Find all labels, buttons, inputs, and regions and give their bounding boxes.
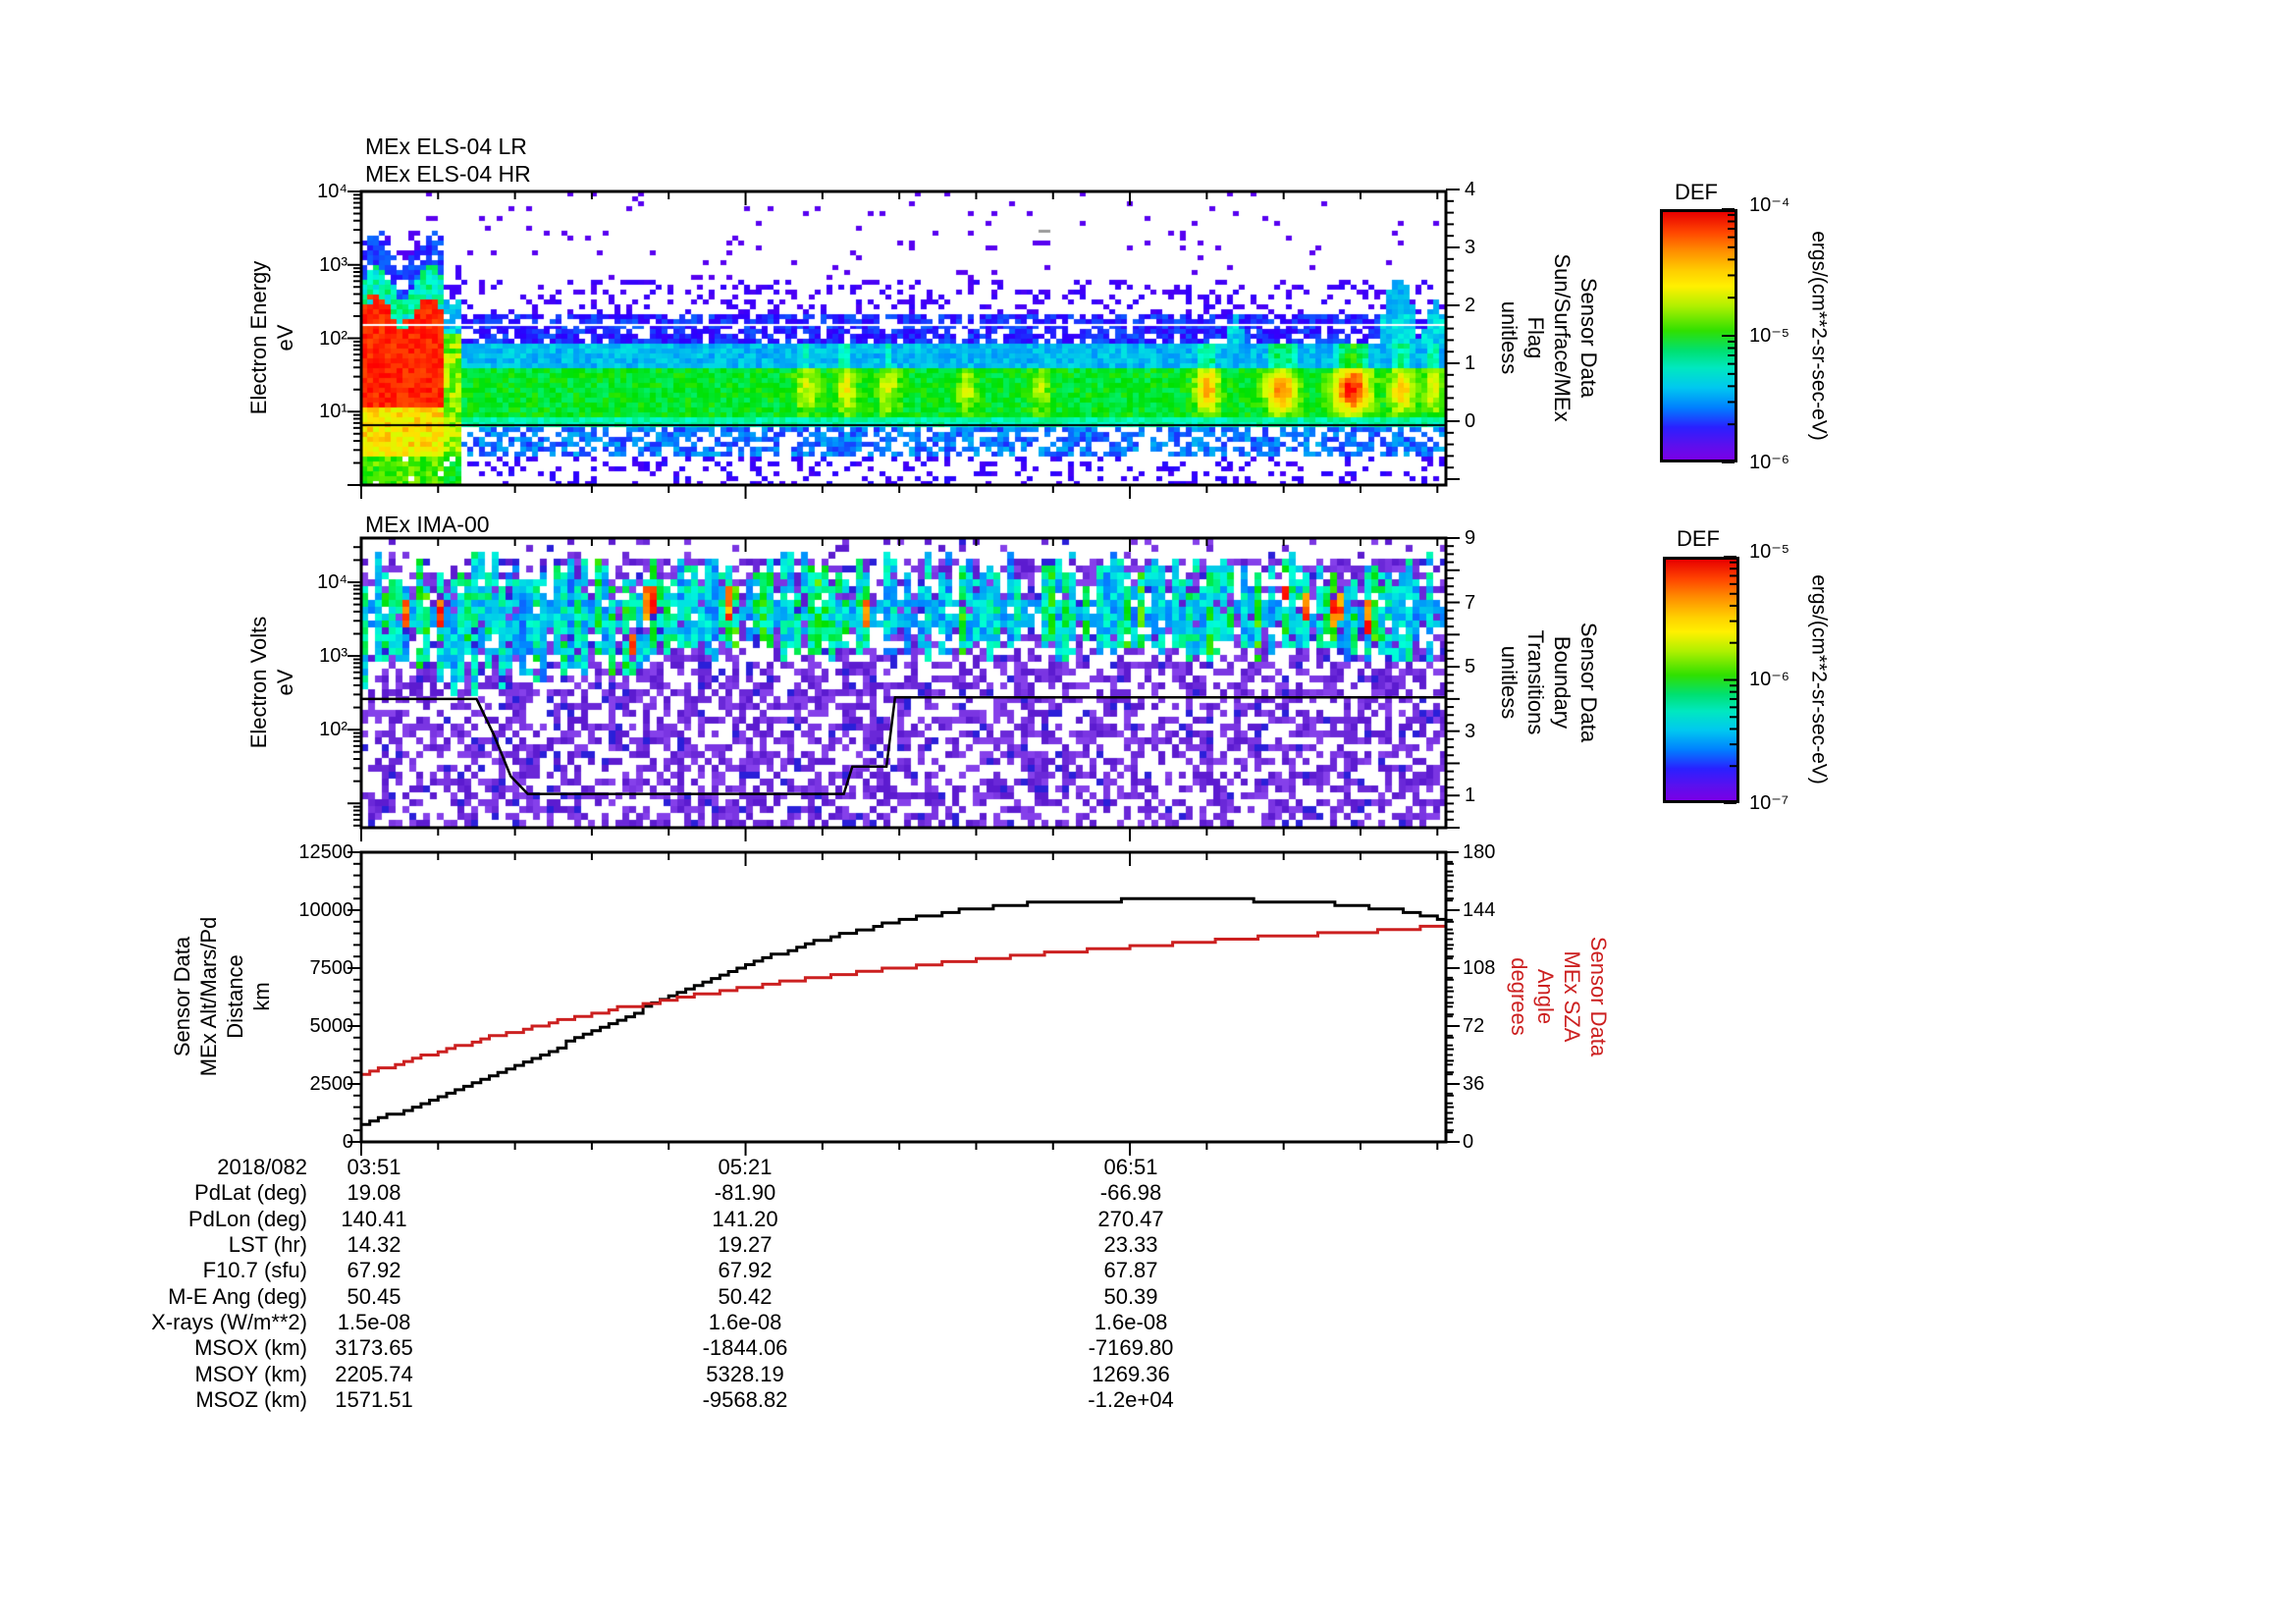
els-colorbar-title: DEF xyxy=(1675,180,1718,204)
table-cell: -1.2e+04 xyxy=(1088,1387,1174,1413)
els-flag-tick-label: 0 xyxy=(1465,410,1476,432)
ima-ytick-label: 10² xyxy=(319,719,347,740)
els-ytick-label: 10⁴ xyxy=(317,181,347,202)
els-flag-tick-label: 1 xyxy=(1465,352,1476,374)
alt-ytick-label: 7500 xyxy=(309,957,354,979)
alt-ytick-label: 12500 xyxy=(298,841,353,863)
ima-bt-tick-label: 5 xyxy=(1465,656,1476,678)
table-cell: 3173.65 xyxy=(335,1335,413,1361)
els-colorbar-tick-label: 10⁻⁶ xyxy=(1749,452,1790,473)
ima-colorbar-tick-label: 10⁻⁵ xyxy=(1749,541,1790,563)
ima-bt-tick-label: 7 xyxy=(1465,591,1476,614)
table-cell: 67.92 xyxy=(347,1258,401,1283)
table-cell: 19.08 xyxy=(347,1180,401,1206)
time-tick-label: 06:51 xyxy=(1103,1155,1158,1179)
table-cell: -66.98 xyxy=(1099,1180,1162,1206)
table-row-label: M-E Ang (deg) xyxy=(168,1283,307,1309)
table-cell: 23.33 xyxy=(1103,1232,1158,1258)
ima-bt-tick-label: 9 xyxy=(1465,527,1476,549)
alt-ytick-label: 10000 xyxy=(298,899,353,921)
ima-bt-tick-label: 1 xyxy=(1465,784,1476,807)
els-colorbar xyxy=(1660,209,1737,462)
table-cell: -1844.06 xyxy=(702,1335,788,1361)
table-row-label: PdLat (deg) xyxy=(194,1180,307,1206)
table-row-label: MSOZ (km) xyxy=(195,1387,307,1413)
ima-title: MEx IMA-00 xyxy=(365,512,490,537)
table-cell: 1.6e-08 xyxy=(1094,1310,1168,1335)
alt-ytick-label: 0 xyxy=(342,1131,353,1153)
table-cell: -7169.80 xyxy=(1088,1335,1174,1361)
time-tick-label: 03:51 xyxy=(347,1155,401,1179)
table-cell: 2205.74 xyxy=(335,1361,413,1386)
table-date-label: 2018/082 xyxy=(217,1155,307,1179)
sza-tick-label: 144 xyxy=(1463,899,1496,921)
table-cell: 1.5e-08 xyxy=(337,1310,411,1335)
alt-ytick-label: 5000 xyxy=(309,1015,354,1037)
table-cell: 270.47 xyxy=(1097,1206,1164,1231)
lines-frame xyxy=(359,850,1448,1144)
els-flag-tick-label: 2 xyxy=(1465,295,1476,316)
els-flag-tick-label: 3 xyxy=(1465,237,1476,258)
els-ytick-label: 10² xyxy=(319,327,347,350)
ima-colorbar-tick-label: 10⁻⁷ xyxy=(1749,792,1789,814)
els-ytick-label: 10³ xyxy=(319,253,347,276)
ima-spectrogram xyxy=(361,538,1446,828)
table-cell: -81.90 xyxy=(714,1180,776,1206)
table-row-label: MSOY (km) xyxy=(194,1361,307,1386)
els-title-lr: MEx ELS-04 LR xyxy=(365,134,527,159)
table-row-label: X-rays (W/m**2) xyxy=(151,1310,307,1335)
table-cell: 14.32 xyxy=(347,1232,401,1258)
table-cell: 5328.19 xyxy=(706,1361,784,1386)
table-cell: 19.27 xyxy=(718,1232,773,1258)
table-cell: 1269.36 xyxy=(1092,1361,1170,1386)
sza-tick-label: 180 xyxy=(1463,841,1496,863)
table-cell: 50.39 xyxy=(1103,1283,1158,1309)
sza-tick-label: 108 xyxy=(1463,957,1496,979)
ima-ytick-label: 10³ xyxy=(319,645,347,667)
table-cell: 141.20 xyxy=(712,1206,778,1231)
table-row-label: F10.7 (sfu) xyxy=(202,1258,307,1283)
ima-colorbar xyxy=(1663,557,1739,803)
els-flag-tick-label: 4 xyxy=(1465,179,1476,200)
els-colorbar-tick-label: 10⁻⁵ xyxy=(1749,325,1790,347)
table-row-label: PdLon (deg) xyxy=(187,1206,307,1231)
table-cell: 140.41 xyxy=(341,1206,407,1231)
ima-colorbar-title: DEF xyxy=(1677,526,1720,551)
sza-axis-label: Sensor Data MEx SZA Angle degrees xyxy=(1507,936,1611,1057)
table-cell: 1571.51 xyxy=(335,1387,413,1413)
els-spectrogram xyxy=(361,191,1446,485)
table-cell: -9568.82 xyxy=(702,1387,788,1413)
time-tick-label: 05:21 xyxy=(718,1155,773,1179)
sza-tick-label: 72 xyxy=(1463,1015,1485,1037)
table-cell: 50.45 xyxy=(347,1283,401,1309)
els-title-hr: MEx ELS-04 HR xyxy=(365,161,531,187)
lines-y-axis-label: Sensor Data MEx Alt/Mars/Pd Distance km xyxy=(170,916,274,1077)
table-cell: 50.42 xyxy=(718,1283,773,1309)
ima-bt-tick-label: 3 xyxy=(1465,720,1476,742)
sza-tick-label: 0 xyxy=(1463,1131,1474,1153)
els-ytick-label: 10¹ xyxy=(319,401,347,423)
table-cell: 67.92 xyxy=(718,1258,773,1283)
ima-colorbar-tick-label: 10⁻⁶ xyxy=(1749,669,1790,690)
alt-distance-curve xyxy=(361,896,1446,1126)
table-cell: 1.6e-08 xyxy=(708,1310,782,1335)
table-cell: 67.87 xyxy=(1103,1258,1158,1283)
ima-ytick-label: 10⁴ xyxy=(317,571,347,593)
els-colorbar-tick-label: 10⁻⁴ xyxy=(1749,194,1790,216)
els-right-axis-label: Sensor Data Sun/Surface/MEx Flag unitles… xyxy=(1497,253,1601,422)
sza-angle-curve xyxy=(361,924,1448,1076)
table-row-label: LST (hr) xyxy=(228,1232,307,1258)
table-row-label: MSOX (km) xyxy=(194,1335,307,1361)
alt-ytick-label: 2500 xyxy=(309,1073,354,1095)
sza-tick-label: 36 xyxy=(1463,1073,1485,1095)
